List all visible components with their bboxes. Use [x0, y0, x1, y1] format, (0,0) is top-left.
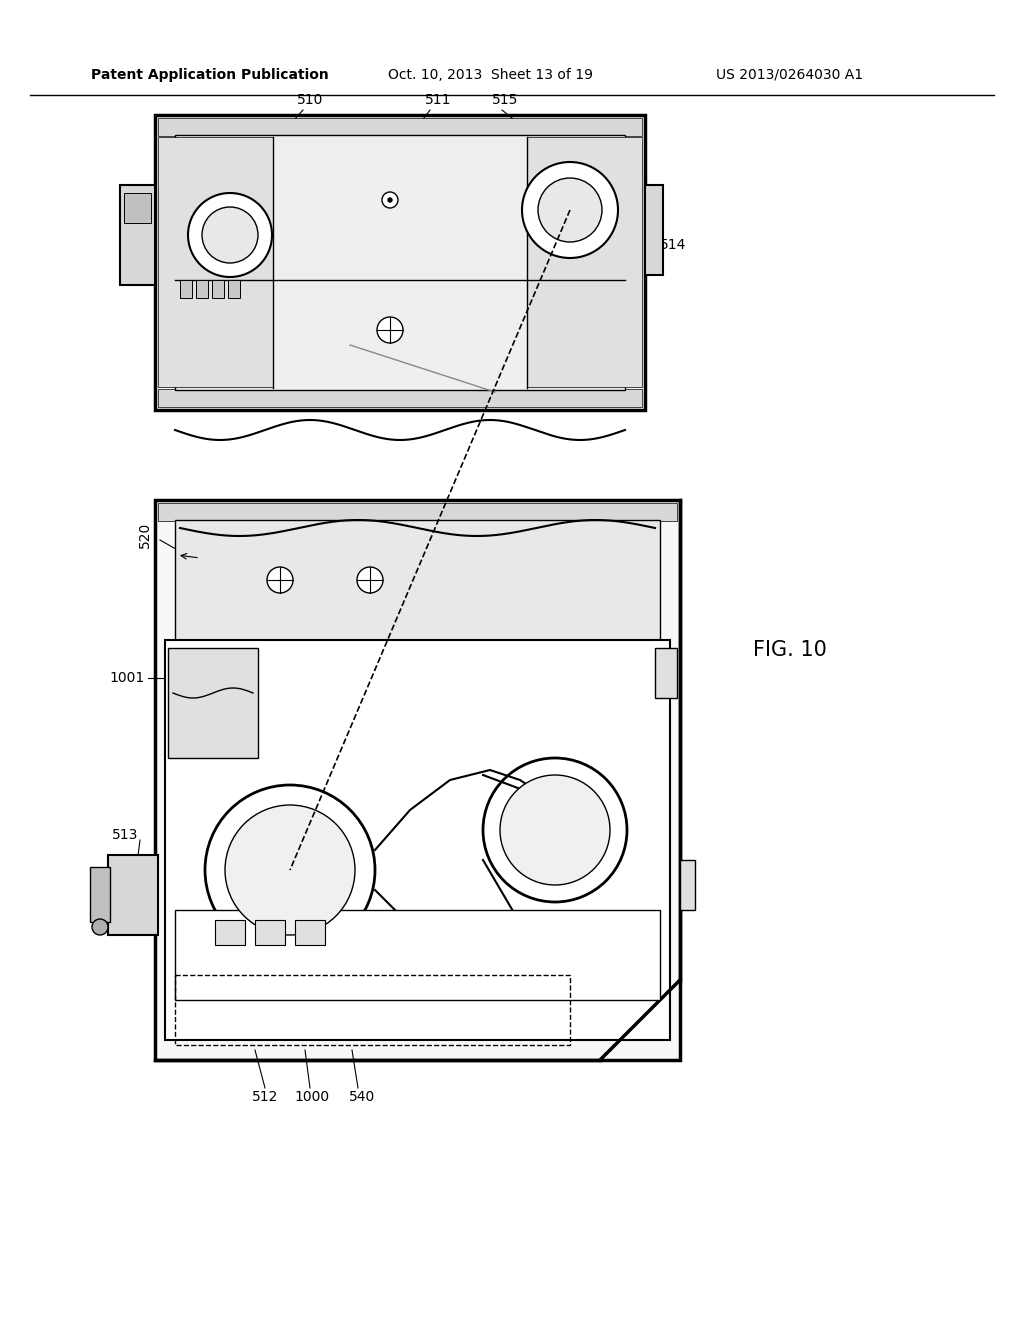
Circle shape: [377, 317, 403, 343]
Bar: [680, 861, 695, 909]
Text: Patent Application Publication: Patent Application Publication: [91, 69, 329, 82]
Circle shape: [188, 193, 272, 277]
Text: 511: 511: [425, 92, 452, 107]
Circle shape: [522, 162, 618, 257]
Bar: [655, 648, 677, 698]
Bar: [645, 185, 663, 275]
Circle shape: [382, 191, 398, 209]
Bar: [175, 520, 660, 640]
Circle shape: [225, 805, 355, 935]
Circle shape: [205, 785, 375, 954]
Bar: [165, 640, 670, 1040]
Bar: [175, 975, 570, 1045]
Bar: [196, 280, 208, 298]
Circle shape: [202, 207, 258, 263]
Text: 510: 510: [297, 92, 324, 107]
Bar: [527, 137, 642, 387]
Text: FIG. 10: FIG. 10: [753, 640, 827, 660]
Circle shape: [500, 775, 610, 884]
Bar: [180, 280, 193, 298]
Bar: [175, 909, 660, 1001]
Circle shape: [483, 758, 627, 902]
Bar: [90, 867, 110, 921]
Text: 610: 610: [276, 863, 303, 876]
Text: 515: 515: [492, 92, 518, 107]
Text: 600: 600: [542, 822, 568, 837]
Bar: [158, 503, 677, 521]
Circle shape: [357, 568, 383, 593]
Text: 1000: 1000: [295, 1090, 330, 1104]
Circle shape: [538, 178, 602, 242]
Bar: [108, 855, 158, 935]
Circle shape: [388, 198, 392, 202]
Bar: [158, 137, 273, 387]
Bar: [155, 500, 680, 1060]
Text: 1001: 1001: [110, 671, 145, 685]
Bar: [158, 389, 642, 407]
Bar: [228, 280, 240, 298]
Bar: [215, 920, 245, 945]
Bar: [155, 115, 645, 411]
Bar: [168, 648, 258, 758]
Bar: [212, 280, 224, 298]
Text: 520: 520: [138, 521, 152, 548]
Bar: [175, 135, 625, 389]
Text: 513: 513: [112, 828, 138, 842]
Bar: [255, 920, 285, 945]
Text: US 2013/0264030 A1: US 2013/0264030 A1: [717, 69, 863, 82]
Circle shape: [267, 568, 293, 593]
Bar: [158, 117, 642, 136]
Text: 514: 514: [660, 238, 686, 252]
Bar: [120, 185, 155, 285]
Text: 512: 512: [252, 1090, 279, 1104]
Text: Oct. 10, 2013  Sheet 13 of 19: Oct. 10, 2013 Sheet 13 of 19: [387, 69, 593, 82]
Circle shape: [92, 919, 108, 935]
Bar: [124, 193, 151, 223]
Text: 540: 540: [349, 1090, 375, 1104]
Bar: [295, 920, 325, 945]
